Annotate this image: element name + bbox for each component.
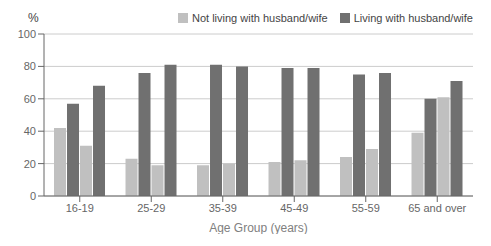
svg-text:45-49: 45-49	[280, 202, 308, 214]
html-text:Living with husband/wife: Living with husband/wife	[353, 12, 473, 24]
svg-text:0: 0	[30, 190, 36, 202]
svg-text:80: 80	[24, 60, 36, 72]
svg-text:40: 40	[24, 125, 36, 137]
svg-text:60: 60	[24, 93, 36, 105]
svg-text:100: 100	[18, 28, 36, 40]
svg-text:65 and over: 65 and over	[408, 202, 466, 214]
svg-text:55-59: 55-59	[352, 202, 380, 214]
svg-text:20: 20	[24, 158, 36, 170]
svg-text:35-39: 35-39	[209, 202, 237, 214]
svg-text:Age Group (years): Age Group (years)	[209, 221, 308, 234]
html-text:Not living with husband/wife: Not living with husband/wife	[192, 12, 328, 24]
svg-text:16-19: 16-19	[66, 202, 94, 214]
svg-text:25-29: 25-29	[137, 202, 165, 214]
